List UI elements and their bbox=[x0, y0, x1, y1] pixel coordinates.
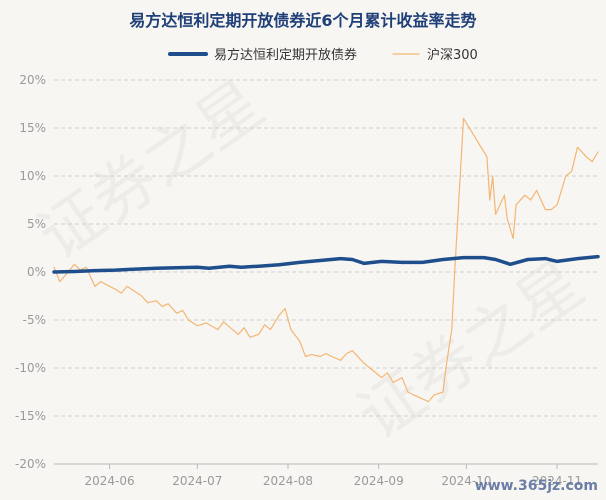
legend: 易方达恒利定期开放债券 沪深300 bbox=[168, 47, 478, 63]
x-tick-label: 2024-08 bbox=[263, 474, 313, 488]
chart-title: 易方达恒利定期开放债券近6个月累计收益率走势 bbox=[129, 11, 476, 30]
legend-label: 易方达恒利定期开放债券 bbox=[214, 47, 357, 63]
y-tick-label: 10% bbox=[19, 169, 46, 183]
x-tick-label: 2024-09 bbox=[354, 474, 404, 488]
series-line-fund bbox=[52, 254, 600, 274]
x-tick-label: 2024-07 bbox=[172, 474, 222, 488]
x-tick-label: 2024-06 bbox=[84, 474, 134, 488]
y-tick-label: 0% bbox=[27, 265, 46, 279]
legend-label: 沪深300 bbox=[427, 47, 478, 63]
y-tick-label: 5% bbox=[27, 217, 46, 231]
y-tick-label: -15% bbox=[15, 409, 46, 423]
x-tick-label: 2024-11 bbox=[532, 474, 582, 488]
y-axis: 20% 15% 10% 5% 0% -5% -10% -15% -20% bbox=[15, 73, 46, 471]
y-tick-label: 15% bbox=[19, 121, 46, 135]
y-tick-label: -20% bbox=[15, 457, 46, 471]
site-watermark: www.365jz.com bbox=[474, 478, 598, 494]
y-tick-label: -5% bbox=[23, 313, 46, 327]
series-lines bbox=[52, 117, 600, 403]
y-tick-label: 20% bbox=[19, 73, 46, 87]
grid bbox=[54, 79, 598, 465]
x-tick-label: 2024-10 bbox=[441, 474, 491, 488]
y-tick-label: -10% bbox=[15, 361, 46, 375]
x-axis: 2024-06 2024-07 2024-08 2024-09 2024-10 2024-… bbox=[54, 463, 598, 488]
series-line-hs300 bbox=[53, 117, 599, 403]
